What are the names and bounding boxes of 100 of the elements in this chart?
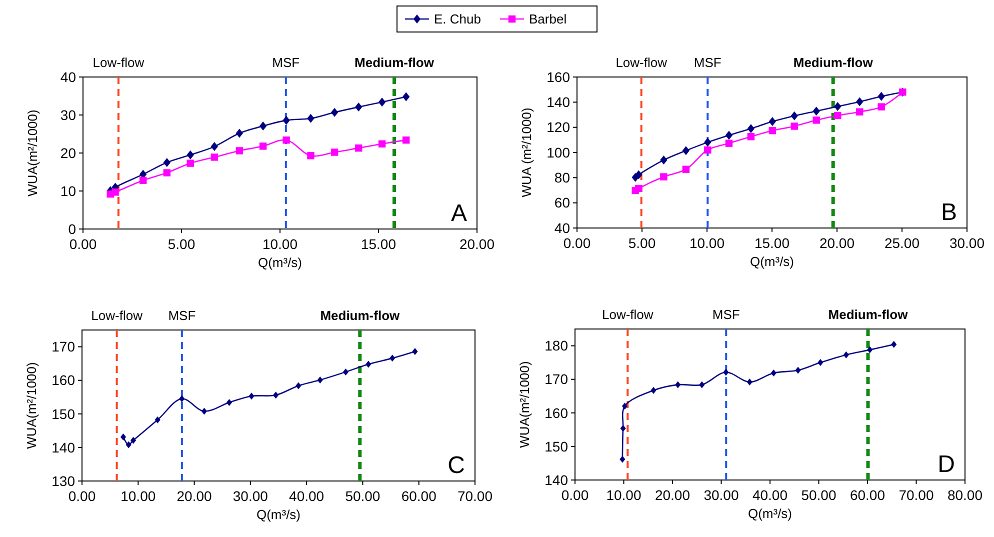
legend-label: Barbel: [529, 12, 567, 27]
y-tick-label: 100: [546, 144, 570, 160]
ref-line-label: Low-flow: [91, 308, 144, 323]
ref-line-label: Low-flow: [602, 307, 654, 322]
x-tick-label: 20.00: [654, 487, 690, 503]
point: [282, 116, 290, 125]
x-tick-label: 5.00: [628, 235, 656, 251]
point: [163, 169, 171, 176]
point: [130, 436, 136, 444]
point: [660, 173, 668, 180]
x-tick-label: 50.00: [801, 487, 836, 503]
x-tick-label: 70.00: [457, 488, 493, 504]
ref-line-label: MSF: [272, 55, 300, 70]
point: [682, 146, 690, 156]
point: [412, 348, 418, 355]
x-tick-label: 40.00: [752, 487, 788, 503]
point: [307, 152, 314, 160]
x-axis-title: Q(m³/s): [750, 254, 794, 269]
point: [282, 136, 290, 144]
point: [878, 92, 885, 101]
ref-line-label: MSF: [168, 308, 196, 323]
point: [699, 381, 705, 388]
point: [296, 382, 302, 390]
x-tick-label: 15.00: [360, 236, 396, 252]
x-tick-label: 5.00: [168, 236, 196, 252]
point: [747, 124, 755, 134]
x-tick-label: 20.00: [176, 488, 212, 504]
x-tick-label: 60.00: [401, 488, 437, 504]
x-tick-label: 70.00: [898, 487, 934, 503]
point: [635, 170, 642, 180]
point: [622, 402, 628, 410]
point: [834, 102, 842, 111]
point: [378, 98, 386, 107]
ref-line-label: Medium-flow: [354, 55, 435, 70]
x-tick-label: 60.00: [850, 487, 886, 503]
y-tick-label: 160: [544, 404, 568, 421]
point: [746, 378, 752, 386]
y-axis-title: WUA(m²/1000): [517, 361, 532, 448]
point: [843, 351, 849, 358]
point: [248, 392, 254, 400]
y-tick-label: 140: [544, 472, 568, 488]
point: [660, 156, 668, 165]
point: [725, 140, 733, 147]
point: [355, 144, 362, 152]
point: [834, 112, 842, 120]
point: [126, 441, 132, 448]
x-tick-label: 40.00: [289, 488, 324, 504]
x-tick-label: 0.00: [68, 488, 96, 504]
annotation: C: [448, 452, 465, 479]
point: [790, 122, 798, 130]
point: [210, 142, 218, 152]
y-tick-label: 170: [544, 371, 568, 388]
x-tick-label: 30.00: [949, 235, 985, 251]
ref-line-label: Low-flow: [616, 55, 668, 70]
point: [650, 386, 656, 394]
point: [402, 136, 410, 144]
point: [812, 116, 820, 124]
point: [330, 108, 338, 117]
y-tick-label: 130: [52, 472, 76, 489]
x-tick-label: 10.00: [606, 487, 642, 503]
point: [818, 359, 824, 366]
y-tick-label: 30: [60, 106, 76, 123]
ref-line-label: Medium-flow: [793, 55, 874, 70]
point: [210, 154, 218, 161]
x-axis-title: Q(m³/s): [748, 506, 792, 521]
y-tick-label: 120: [546, 119, 570, 136]
point: [226, 398, 232, 406]
point: [812, 106, 820, 116]
point: [330, 148, 338, 156]
point: [725, 130, 733, 140]
point: [236, 128, 244, 138]
point: [120, 434, 126, 441]
x-tick-label: 0.00: [563, 235, 591, 251]
ref-line-label: Low-flow: [92, 55, 145, 70]
y-tick-label: 140: [52, 439, 76, 456]
y-tick-label: 60: [554, 194, 570, 211]
ref-line-label: MSF: [694, 55, 722, 70]
y-tick-label: 40: [60, 68, 76, 85]
y-axis-title: WUA(m²/1000): [25, 110, 40, 196]
point: [355, 102, 362, 112]
point: [770, 369, 776, 376]
annotation: B: [940, 199, 957, 226]
y-tick-label: 140: [546, 94, 570, 110]
point: [273, 392, 279, 399]
point: [747, 133, 755, 140]
x-tick-label: 10.00: [262, 236, 298, 252]
y-tick-label: 160: [52, 372, 76, 388]
point: [163, 158, 171, 167]
x-tick-label: 10.00: [689, 235, 725, 251]
point: [236, 147, 244, 154]
y-tick-label: 80: [554, 170, 570, 186]
y-axis-title: WUA(m²/1000): [24, 362, 39, 449]
legend-label: E. Chub: [434, 12, 481, 27]
y-axis-title: WUA (m²/1000): [519, 108, 534, 198]
x-axis-title: Q(m³/s): [258, 255, 302, 270]
point: [112, 188, 119, 196]
point: [390, 354, 396, 362]
x-tick-label: 10.00: [120, 488, 156, 504]
x-tick-label: 20.00: [459, 236, 495, 252]
x-tick-label: 30.00: [704, 487, 739, 503]
